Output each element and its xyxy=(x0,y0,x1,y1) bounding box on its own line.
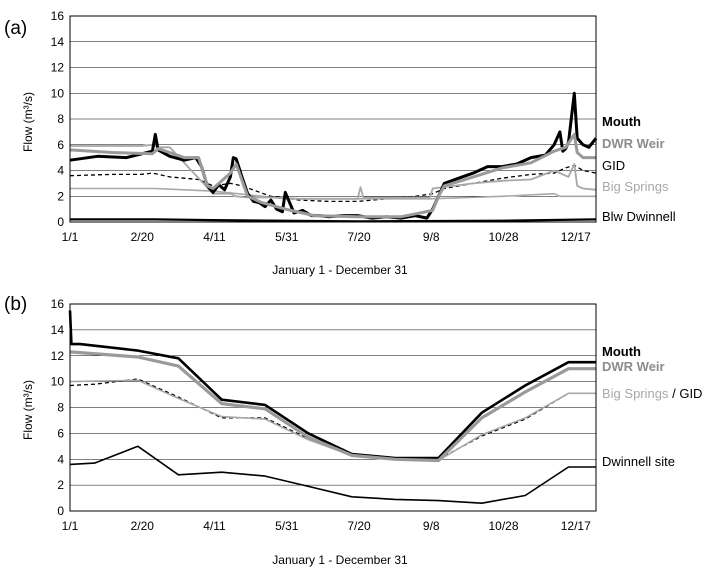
panel-a-legend-gid: GID xyxy=(602,158,625,173)
panel-b-legend-dwinnell-site: Dwinnell site xyxy=(602,454,675,469)
panel-b-y-tick-2: 2 xyxy=(57,478,64,492)
panel-b-y-axis-title: Flow (m³/s) xyxy=(21,380,35,440)
panel-a-y-tick-2: 2 xyxy=(57,189,64,203)
panel-a-x-tick-9-8: 9/8 xyxy=(423,230,440,244)
panel-a-y-tick-14: 14 xyxy=(51,35,65,49)
panel-b-y-tick-4: 4 xyxy=(57,452,64,466)
panel-b-series-mouth xyxy=(68,310,596,460)
panel-a-label: (a) xyxy=(4,18,27,39)
panel-b-x-tick-12-17: 12/17 xyxy=(561,519,591,533)
panel-b-y-tick-14: 14 xyxy=(51,323,65,337)
panel-b-y-tick-labels: 0 2 4 6 8 10 12 14 16 xyxy=(51,297,65,518)
panel-a-x-tick-7-20: 7/20 xyxy=(347,230,371,244)
panel-a-y-tick-4: 4 xyxy=(57,164,64,178)
panel-b-legend-dwr-weir: DWR Weir xyxy=(602,359,665,374)
panel-a-y-tick-10: 10 xyxy=(51,86,65,100)
panel-b-series-dwinnell-site xyxy=(69,445,596,505)
panel-b-y-tick-10: 10 xyxy=(51,375,65,389)
panel-b-x-tick-7-20: 7/20 xyxy=(347,519,371,533)
panel-b-x-axis-title: January 1 - December 31 xyxy=(272,553,408,567)
panel-b-x-tick-9-8: 9/8 xyxy=(423,519,440,533)
panel-a-y-tick-6: 6 xyxy=(57,138,64,152)
panel-a-legend-mouth: Mouth xyxy=(602,114,641,129)
panel-b-x-tick-labels: 1/1 2/20 4/11 5/31 7/20 9/8 10/28 12/17 xyxy=(62,519,591,533)
panel-b-y-tick-12: 12 xyxy=(51,349,65,363)
panel-a-x-tick-1-1: 1/1 xyxy=(62,230,79,244)
panel-a-series-gid xyxy=(69,164,597,203)
panel-b-y-tick-6: 6 xyxy=(57,426,64,440)
panel-b-x-tick-4-11: 4/11 xyxy=(203,519,226,533)
panel-a-chart: (a) Flow (m³/s) 0 2 4 6 8 10 12 14 16 1/1 2/20 4/1… xyxy=(4,9,676,277)
panel-a-y-tick-8: 8 xyxy=(57,112,64,126)
panel-a-legend-dwr-weir: DWR Weir xyxy=(602,136,665,151)
panel-b-x-tick-1-1: 1/1 xyxy=(62,519,79,533)
panel-a-legend: Mouth DWR Weir GID Big Springs Blw Dwinnell xyxy=(602,114,676,224)
panel-a-plot-frame xyxy=(69,15,597,223)
panel-b-plot-frame xyxy=(69,303,597,512)
panel-a-series-unlabeled-5 xyxy=(70,187,596,200)
panel-b-series xyxy=(68,310,596,505)
panel-b-x-tick-2-20: 2/20 xyxy=(131,519,155,533)
panel-b-y-tick-8: 8 xyxy=(57,401,64,415)
panel-a-x-axis-title: January 1 - December 31 xyxy=(272,263,408,277)
panel-a-series xyxy=(69,91,598,223)
panel-a-legend-big-springs: Big Springs xyxy=(602,179,669,194)
panel-b-legend-mouth: Mouth xyxy=(602,344,641,359)
panel-b-x-tick-5-31: 5/31 xyxy=(275,519,299,533)
panel-b-y-tick-0: 0 xyxy=(57,504,64,518)
panel-b-legend-combined: Big Springs / GID xyxy=(602,386,702,401)
panel-a-x-tick-labels: 1/1 2/20 4/11 5/31 7/20 9/8 10/28 12/17 xyxy=(62,230,591,244)
panel-a-x-tick-12-17: 12/17 xyxy=(561,230,591,244)
panel-a-y-tick-0: 0 xyxy=(57,215,64,229)
panel-a-y-tick-16: 16 xyxy=(51,9,65,23)
panel-a-x-tick-5-31: 5/31 xyxy=(275,230,299,244)
panel-b-label: (b) xyxy=(4,294,27,315)
panel-a-legend-blw-dwinnell: Blw Dwinnell xyxy=(602,209,676,224)
panel-a-y-axis-title: Flow (m³/s) xyxy=(21,92,35,152)
panel-a-series-blw-dwinnell xyxy=(70,218,597,223)
panel-a-x-tick-4-11: 4/11 xyxy=(203,230,226,244)
panel-a-y-tick-12: 12 xyxy=(51,61,65,75)
panel-a-x-tick-10-28: 10/28 xyxy=(489,230,519,244)
panel-b-y-tick-16: 16 xyxy=(51,297,65,311)
panel-b-x-tick-10-28: 10/28 xyxy=(489,519,519,533)
panel-b-chart: (b) Flow (m³/s) 0 2 4 6 8 10 12 14 16 1/1 2/20 4/1… xyxy=(4,294,702,567)
panel-a-gridlines xyxy=(70,15,596,223)
panel-b-series-dwr-weir xyxy=(69,350,596,463)
panel-b-gridlines xyxy=(70,303,596,512)
panel-a-series-dwr-weir xyxy=(69,132,596,219)
panel-a-y-tick-labels: 0 2 4 6 8 10 12 14 16 xyxy=(51,9,65,229)
panel-a-x-tick-2-20: 2/20 xyxy=(131,230,155,244)
panel-a-series-big-springs xyxy=(70,143,597,200)
